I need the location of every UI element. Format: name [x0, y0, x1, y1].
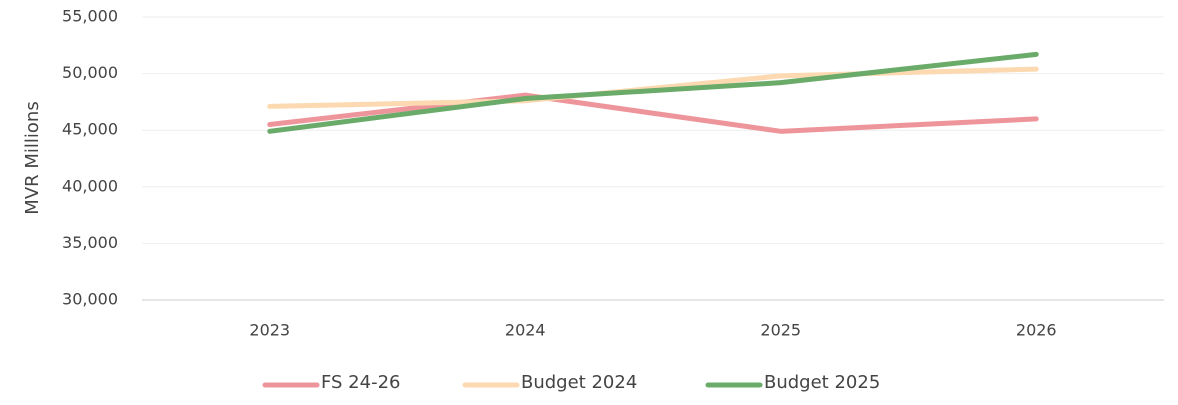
legend-label: Budget 2025 — [764, 372, 880, 393]
y-tick-label: 40,000 — [62, 176, 118, 195]
x-tick-label: 2025 — [760, 321, 801, 340]
y-tick-label: 50,000 — [62, 63, 118, 82]
y-tick-label: 55,000 — [62, 7, 118, 26]
x-tick-label: 2023 — [249, 321, 290, 340]
series-line — [267, 92, 1039, 134]
series-line — [267, 66, 1039, 109]
legend: FS 24-26 Budget 2024 Budget 2025 — [262, 372, 880, 393]
x-tick-label: 2026 — [1016, 321, 1057, 340]
legend-label: Budget 2024 — [521, 372, 637, 393]
x-tick-label: 2024 — [505, 321, 546, 340]
series-line — [267, 51, 1039, 134]
y-tick-label: 35,000 — [62, 233, 118, 252]
legend-label: FS 24-26 — [321, 372, 401, 393]
y-tick-label: 45,000 — [62, 120, 118, 139]
y-axis-label: MVR Millions — [22, 101, 43, 214]
y-tick-label: 30,000 — [62, 290, 118, 309]
